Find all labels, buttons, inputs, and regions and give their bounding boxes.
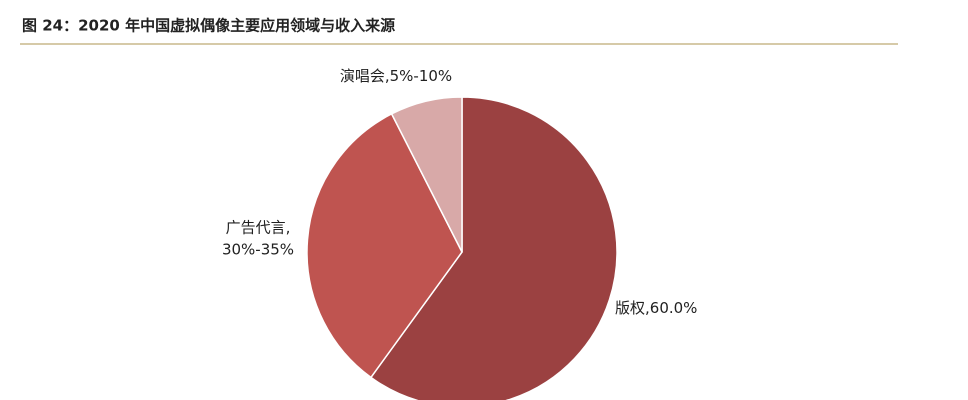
value-label: 30%-35% [222, 241, 294, 259]
value-label: 5%-10% [390, 67, 453, 85]
value-label: 60.0% [650, 299, 698, 317]
category-label: 版权, [615, 299, 650, 317]
pie-slice [306, 112, 463, 379]
slice-label: 演唱会,5%-10% [340, 67, 452, 85]
category-label: 演唱会, [340, 67, 390, 85]
pie-slice [369, 96, 618, 400]
slice-label: 版权,60.0% [615, 299, 697, 317]
pie-slice [390, 96, 463, 253]
category-label: 广告代言, [226, 219, 291, 237]
chart-title: 图 24：2020 年中国虚拟偶像主要应用领域与收入来源 [22, 17, 395, 35]
